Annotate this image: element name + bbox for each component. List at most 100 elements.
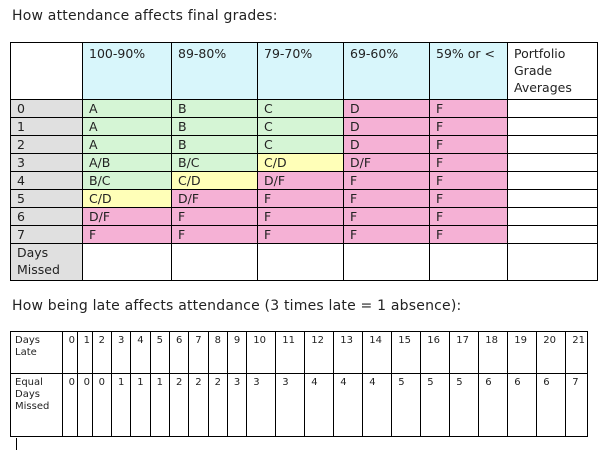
days-missed-value: 1 bbox=[130, 373, 151, 437]
days-late-value: 21 bbox=[565, 331, 588, 374]
grade-cell: C/D bbox=[171, 171, 258, 190]
column-header: 79-70% bbox=[257, 42, 344, 100]
grade-cell: D/F bbox=[343, 153, 430, 172]
days-missed-value: 4 bbox=[362, 373, 393, 437]
days-missed-value: 2 bbox=[207, 373, 228, 437]
attendance-grades-table: 100-90% 89-80% 79-70% 69-60% 59% or < Po… bbox=[10, 42, 598, 281]
portfolio-average-cell bbox=[507, 135, 598, 154]
grade-cell: D/F bbox=[82, 207, 172, 226]
grade-cell: F bbox=[82, 225, 172, 244]
days-missed-value: 4 bbox=[304, 373, 335, 437]
grades-header-row: 100-90% 89-80% 79-70% 69-60% 59% or < Po… bbox=[10, 42, 598, 100]
empty-cell bbox=[343, 243, 430, 281]
days-late-value: 4 bbox=[130, 331, 151, 374]
days-late-value: 17 bbox=[449, 331, 480, 374]
days-late-value: 13 bbox=[333, 331, 364, 374]
days-late-value: 7 bbox=[188, 331, 209, 374]
days-missed-value: 2 bbox=[188, 373, 209, 437]
grade-cell: C bbox=[257, 135, 344, 154]
grade-cell: F bbox=[429, 153, 508, 172]
grade-cell: F bbox=[171, 207, 258, 226]
grade-cell: D bbox=[343, 99, 430, 118]
days-missed-value: 1 bbox=[110, 373, 132, 437]
column-header: 59% or < bbox=[429, 42, 508, 100]
days-missed-value: 0 bbox=[76, 373, 93, 437]
grade-cell: A bbox=[82, 99, 172, 118]
grade-cell: F bbox=[429, 189, 508, 208]
days-missed-value: 7 bbox=[565, 373, 588, 437]
grade-cell: F bbox=[429, 135, 508, 154]
days-missed-value: 3 bbox=[246, 373, 277, 437]
text-cursor bbox=[16, 438, 17, 450]
grade-row: 5 C/D D/F F F F bbox=[10, 189, 598, 208]
portfolio-average-cell bbox=[507, 153, 598, 172]
days-late-label: Days Late bbox=[10, 331, 63, 374]
days-late-value: 1 bbox=[76, 331, 93, 374]
empty-cell bbox=[171, 243, 258, 281]
empty-cell bbox=[507, 243, 598, 281]
days-late-value: 14 bbox=[362, 331, 393, 374]
grade-cell: B bbox=[171, 117, 258, 136]
grade-cell: F bbox=[257, 225, 344, 244]
days-missed-value: 4 bbox=[333, 373, 364, 437]
days-missed-value: 6 bbox=[507, 373, 538, 437]
grade-cell: F bbox=[429, 225, 508, 244]
grades-table-title: How attendance affects final grades: bbox=[12, 8, 278, 24]
grade-cell: F bbox=[429, 207, 508, 226]
days-late-value: 5 bbox=[149, 331, 170, 374]
portfolio-average-cell bbox=[507, 207, 598, 226]
portfolio-average-cell bbox=[507, 171, 598, 190]
days-missed-value: 2 bbox=[168, 373, 190, 437]
column-header: 100-90% bbox=[82, 42, 172, 100]
empty-cell bbox=[257, 243, 344, 281]
days-missed-label: Days Missed bbox=[10, 243, 83, 281]
grade-cell: F bbox=[343, 207, 430, 226]
days-missed-value: 0 bbox=[61, 373, 78, 437]
portfolio-averages-header: Portfolio Grade Averages bbox=[507, 42, 598, 100]
days-missed-count: 7 bbox=[10, 225, 83, 244]
grade-cell: B bbox=[171, 135, 258, 154]
days-late-value: 8 bbox=[207, 331, 228, 374]
days-late-value: 10 bbox=[246, 331, 277, 374]
days-missed-count: 4 bbox=[10, 171, 83, 190]
days-late-value: 2 bbox=[91, 331, 112, 374]
days-missed-count: 2 bbox=[10, 135, 83, 154]
grade-cell: A bbox=[82, 135, 172, 154]
portfolio-average-cell bbox=[507, 117, 598, 136]
empty-cell bbox=[82, 243, 172, 281]
grade-cell: D bbox=[343, 135, 430, 154]
grade-cell: F bbox=[343, 189, 430, 208]
grade-cell: F bbox=[343, 171, 430, 190]
days-late-value: 12 bbox=[304, 331, 335, 374]
grade-row: 6 D/F F F F F bbox=[10, 207, 598, 226]
days-missed-value: 5 bbox=[420, 373, 451, 437]
column-header: 89-80% bbox=[171, 42, 258, 100]
corner-cell bbox=[10, 42, 83, 100]
grade-cell: B/C bbox=[82, 171, 172, 190]
grade-cell: A bbox=[82, 117, 172, 136]
grade-cell: D/F bbox=[171, 189, 258, 208]
days-late-row: Days Late 0 1 2 3 4 5 6 7 8 9 10 11 12 13 14 15 16 17 18 19… bbox=[10, 331, 588, 374]
days-late-value: 20 bbox=[536, 331, 567, 374]
days-missed-count: 5 bbox=[10, 189, 83, 208]
grade-row: 4 B/C C/D D/F F F bbox=[10, 171, 598, 190]
days-missed-value: 6 bbox=[536, 373, 567, 437]
days-missed-row: Days Missed bbox=[10, 243, 598, 281]
days-missed-value: 0 bbox=[91, 373, 112, 437]
days-late-value: 6 bbox=[168, 331, 190, 374]
portfolio-average-cell bbox=[507, 189, 598, 208]
grade-cell: F bbox=[429, 117, 508, 136]
days-missed-count: 3 bbox=[10, 153, 83, 172]
days-missed-value: 5 bbox=[391, 373, 422, 437]
days-late-value: 16 bbox=[420, 331, 451, 374]
portfolio-average-cell bbox=[507, 99, 598, 118]
grade-cell: F bbox=[429, 99, 508, 118]
grade-cell: D/F bbox=[257, 171, 344, 190]
late-table-title: How being late affects attendance (3 tim… bbox=[12, 298, 462, 314]
grade-cell: F bbox=[257, 189, 344, 208]
